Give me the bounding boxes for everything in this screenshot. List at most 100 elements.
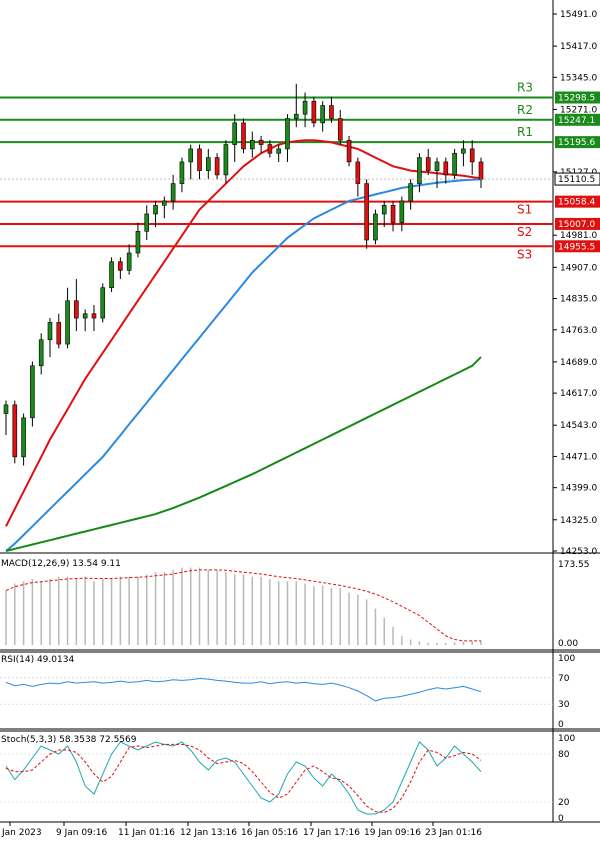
candle-body	[346, 139, 352, 163]
candle	[408, 179, 413, 210]
stoch-label: Stoch(5,3,3) 58.3538 72.5569	[1, 735, 137, 745]
candle	[144, 205, 150, 240]
level-badge-r1	[555, 136, 600, 149]
candle	[320, 101, 325, 132]
candle-body	[170, 183, 176, 202]
macd-panel	[5, 567, 482, 645]
candle-body	[258, 139, 264, 145]
candle	[390, 200, 396, 232]
candle	[3, 400, 9, 436]
candle	[223, 140, 229, 184]
candle	[399, 196, 405, 232]
candle-body	[364, 183, 369, 241]
level-name-s1: S1	[517, 203, 532, 217]
level-value-s1: 15058.4	[558, 198, 595, 208]
candle-body	[188, 148, 194, 163]
candle-body	[390, 204, 396, 223]
candle-body	[118, 261, 123, 271]
rsi-label: RSI(14) 49.0134	[1, 655, 74, 665]
candle	[109, 257, 114, 293]
candle	[355, 157, 361, 197]
candle	[162, 196, 167, 219]
candle-body	[214, 157, 220, 176]
candle	[285, 114, 290, 162]
candle-body	[478, 161, 484, 180]
rsi-tick-label: 70	[558, 674, 570, 684]
candle-body	[3, 404, 9, 414]
candle-body	[47, 322, 53, 341]
candle	[232, 114, 238, 162]
candle	[126, 244, 132, 275]
macd-signal-line	[5, 569, 481, 642]
candle	[197, 144, 202, 180]
time-tick-label: 11 Jan 01:16	[118, 828, 175, 838]
price-tick-label: 14689.0	[560, 358, 597, 368]
candle-body	[443, 161, 449, 176]
candle-body	[12, 404, 18, 458]
candle-body	[144, 213, 150, 232]
level-name-r2: R2	[517, 103, 533, 117]
time-tick-label: 23 Jan 01:16	[425, 828, 482, 838]
candle-body	[381, 204, 387, 215]
moving-averages	[5, 139, 482, 552]
candle	[12, 400, 18, 464]
candle	[302, 92, 308, 128]
candle-body	[56, 322, 62, 345]
candle	[364, 179, 369, 249]
candle-body	[249, 139, 255, 150]
candle-body	[461, 148, 466, 154]
candle	[188, 144, 194, 180]
candle-body	[162, 200, 167, 206]
candle	[276, 144, 281, 162]
candle	[461, 140, 466, 167]
candle	[452, 148, 457, 180]
candle-body	[285, 118, 290, 150]
current-price-value: 15110.5	[558, 175, 595, 185]
candle	[417, 153, 422, 193]
rsi-panel: 100 70 30 0	[0, 654, 575, 730]
candle-body	[417, 157, 422, 184]
candle-body	[109, 261, 114, 289]
level-name-s3: S3	[517, 247, 532, 261]
price-tick-label: 14471.0	[560, 452, 597, 462]
candle-body	[30, 365, 35, 419]
candle	[118, 257, 123, 280]
time-axis: Jan 2023 9 Jan 09:16 11 Jan 01:16 12 Jan 13…	[1, 822, 482, 838]
candle-body	[276, 148, 281, 154]
price-tick-label: 14325.0	[560, 516, 597, 526]
candle	[82, 309, 88, 332]
candle	[469, 140, 475, 175]
candle	[30, 361, 35, 427]
price-tick-label: 14617.0	[560, 389, 597, 399]
stoch-tick-label: 0	[558, 814, 564, 824]
candle	[91, 305, 97, 332]
candle-body	[38, 339, 44, 367]
macd-axis-bottom: 0.00	[558, 639, 578, 649]
candle-body	[267, 144, 273, 154]
candle	[373, 209, 378, 245]
candle	[21, 413, 26, 466]
current-price-marker: 15110.5	[0, 172, 600, 186]
candle-body	[311, 100, 317, 124]
candle	[381, 200, 387, 227]
candle-body	[126, 252, 132, 271]
candle-body	[91, 313, 97, 319]
price-tick-label: 15491.0	[560, 10, 597, 20]
candle	[329, 96, 334, 123]
pivot-levels: R3 15298.5 R2 15247.1 R1 15195.6 S1 15058.4 S2 15…	[0, 80, 600, 261]
candle-body	[434, 161, 440, 171]
candle-body	[197, 148, 202, 171]
current-price-badge	[554, 172, 600, 186]
candle-body	[65, 300, 70, 345]
candle	[425, 148, 431, 175]
candle-body	[293, 113, 299, 119]
candle	[346, 135, 352, 167]
rsi-line	[5, 677, 482, 702]
candle-body	[373, 213, 378, 241]
price-tick-label: 14981.0	[560, 231, 597, 241]
level-value-r2: 15247.1	[558, 116, 595, 126]
candle	[47, 318, 53, 358]
level-badge-s1	[555, 195, 600, 208]
moving-average-line-2	[5, 178, 482, 552]
